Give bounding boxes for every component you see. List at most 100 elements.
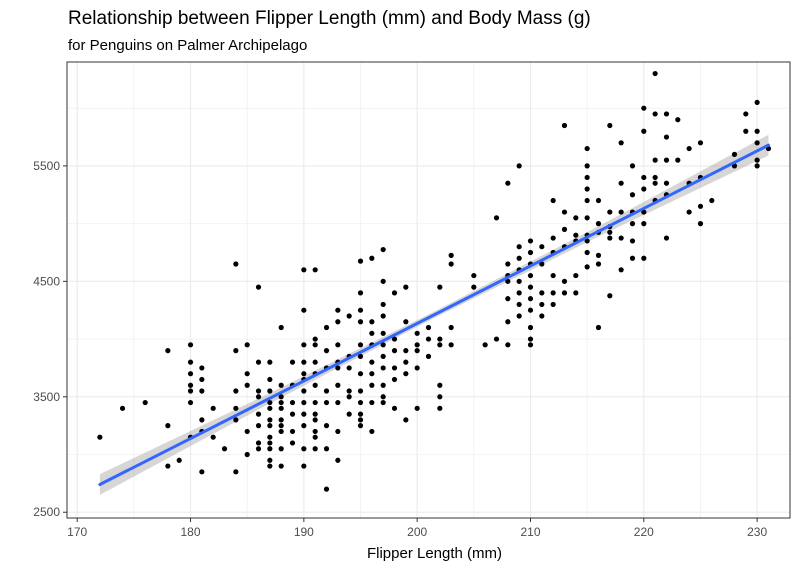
x-tick-label: 210 [520,525,540,539]
data-point [539,244,545,250]
data-point [618,209,624,215]
data-point [267,376,273,383]
data-point [493,215,500,221]
data-point [561,278,568,284]
data-point [584,186,590,192]
data-point [244,428,250,435]
data-point [267,434,273,440]
data-point [391,405,398,411]
data-point [289,440,296,446]
data-point [380,342,386,348]
data-point [312,359,318,365]
data-point [244,382,250,388]
data-point [584,264,590,270]
data-point [165,423,171,429]
data-point [618,140,624,146]
data-point [380,278,386,284]
data-point [255,446,262,452]
data-point [233,469,239,475]
data-point [641,209,647,215]
data-point [278,423,284,429]
data-point [346,388,352,394]
data-point [663,180,670,186]
data-point [199,365,205,371]
data-point [312,411,318,417]
data-point [539,301,545,308]
data-point [686,145,692,152]
data-point [335,428,341,435]
data-point [629,192,636,198]
data-point [312,446,318,452]
data-point [255,423,262,429]
data-point [414,348,420,354]
data-point [267,457,273,463]
data-point [323,324,330,331]
data-point [301,399,307,406]
data-point [641,221,647,227]
data-point [312,417,318,423]
data-point [267,423,273,429]
data-point [697,203,704,209]
data-point [278,394,284,400]
data-point [629,255,636,261]
data-point [539,261,545,267]
data-point [323,348,330,354]
data-point [278,463,284,469]
y-tick-label: 5500 [33,159,60,173]
data-point [380,301,386,308]
y-tick-label: 4500 [33,274,60,288]
data-point [527,284,534,290]
data-point [584,197,590,204]
data-point [709,197,715,204]
data-point [550,235,556,241]
data-point [663,157,670,163]
data-point [165,463,171,469]
data-point [233,417,239,423]
data-point [346,394,352,400]
panel-border [66,61,791,519]
data-point [437,394,443,400]
data-point [527,272,534,279]
data-point [595,261,602,267]
data-point [301,371,307,377]
data-point [448,252,454,258]
data-point [425,324,432,331]
data-point [652,180,658,186]
data-point [244,371,250,377]
data-point [210,434,216,440]
data-point [403,348,409,354]
data-point [437,336,443,342]
data-point [267,359,273,365]
data-point [527,324,534,331]
data-point [641,255,647,261]
data-point [607,209,613,215]
data-point [380,382,386,388]
data-point [391,376,398,383]
data-point [187,382,194,388]
data-point [595,197,602,204]
data-point [527,296,534,302]
data-point [244,342,250,348]
data-point [516,313,522,319]
x-tick-label: 180 [181,525,201,539]
data-point [595,252,602,258]
axes: 170 180 190 200 210 220 230 2500 3500 4500 5500 [33,159,767,539]
data-point [471,272,477,279]
data-point [278,428,284,435]
data-point [629,238,636,244]
data-point [278,446,284,452]
data-point [312,342,318,348]
data-point [255,359,262,365]
data-point [357,290,364,296]
data-point [301,411,307,417]
data-point [584,174,590,181]
data-point [357,417,364,423]
data-point [369,382,375,388]
data-point [357,411,364,417]
data-point [323,399,330,406]
data-point [527,336,534,342]
data-point [267,405,273,411]
y-tick-label: 3500 [33,390,60,404]
x-tick-label: 220 [634,525,654,539]
data-point [618,180,624,186]
